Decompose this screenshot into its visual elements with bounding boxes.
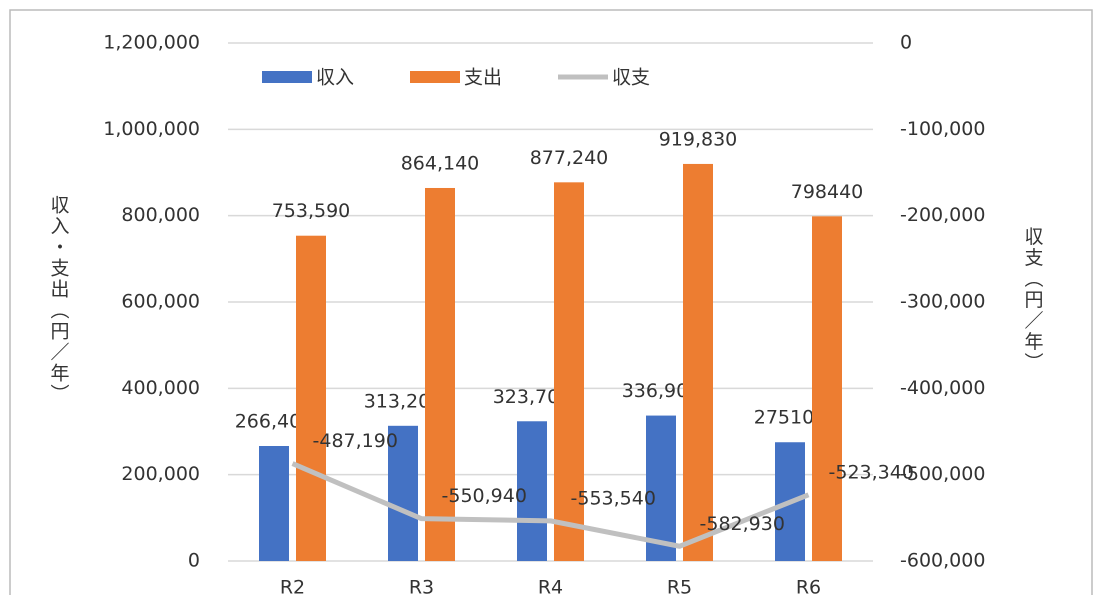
data-label: 877,240 <box>530 147 609 169</box>
data-label: 919,830 <box>659 128 738 150</box>
x-tick-label: R2 <box>280 577 305 595</box>
y2-tick-label: -100,000 <box>900 118 985 140</box>
y-tick-label: 200,000 <box>121 463 200 485</box>
data-label: 275100 <box>754 407 827 429</box>
y-tick-label: 400,000 <box>121 377 200 399</box>
line <box>291 461 810 549</box>
bar <box>812 216 842 561</box>
data-label: 266,400 <box>235 411 314 433</box>
data-label: -582,930 <box>700 513 785 535</box>
y-axis-label: 収入・支出（円／年） <box>48 195 70 405</box>
bar <box>554 182 584 561</box>
data-label: -523,340 <box>829 461 914 483</box>
x-tick-label: R5 <box>667 577 692 595</box>
y2-tick-label: -400,000 <box>900 377 985 399</box>
bar <box>646 415 676 561</box>
legend-label: 支出 <box>464 67 502 89</box>
data-label: 336,900 <box>622 380 701 402</box>
y-tick-label: 600,000 <box>121 291 200 313</box>
bar <box>425 187 455 562</box>
x-tick-label: R6 <box>796 577 821 595</box>
y2-tick-label: -600,000 <box>900 550 985 572</box>
data-label: -487,190 <box>313 430 398 452</box>
y-tick-label: 1,000,000 <box>103 118 200 140</box>
bar <box>683 163 713 561</box>
legend-label: 収入 <box>316 67 354 89</box>
y2-tick-label: -200,000 <box>900 204 985 226</box>
y2-tick-label: -300,000 <box>900 291 985 313</box>
data-label: 864,140 <box>401 152 480 174</box>
bar <box>517 421 547 561</box>
bar <box>259 446 289 561</box>
data-label: 798440 <box>791 181 864 203</box>
y2-tick-label: 0 <box>900 32 912 54</box>
data-label: 323,700 <box>493 386 572 408</box>
legend-swatch <box>262 71 312 83</box>
data-label: -553,540 <box>571 487 656 509</box>
y2-tick-label: -500,000 <box>900 463 985 485</box>
x-tick-label: R3 <box>409 577 434 595</box>
bar <box>388 425 418 561</box>
chart-border <box>9 9 1093 595</box>
legend-label: 収支 <box>612 67 650 89</box>
data-label: 753,590 <box>272 200 351 222</box>
bar <box>296 235 326 561</box>
data-label: 313,200 <box>364 390 443 412</box>
x-tick-label: R4 <box>538 577 563 595</box>
y-tick-label: 1,200,000 <box>103 32 200 54</box>
y2-axis-label: 収支（円／年） <box>1022 226 1044 373</box>
y-tick-label: 0 <box>188 550 200 572</box>
legend-swatch <box>410 71 460 83</box>
y-tick-label: 800,000 <box>121 204 200 226</box>
data-label: -550,940 <box>442 485 527 507</box>
